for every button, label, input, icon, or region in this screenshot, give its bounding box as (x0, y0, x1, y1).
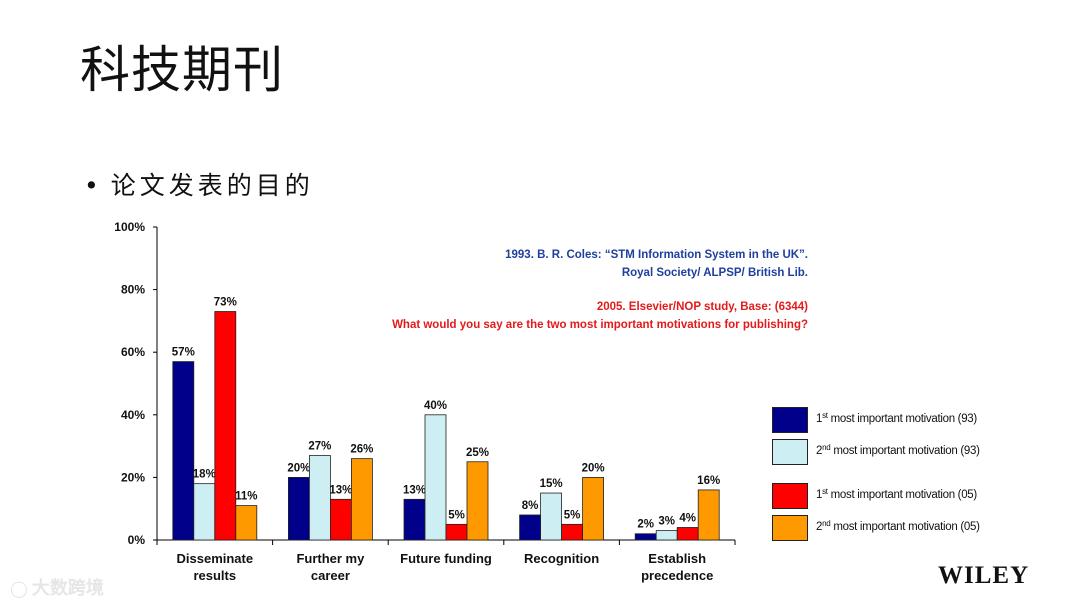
legend-label: 1st most important motivation (93) (816, 411, 977, 426)
bar (697, 489, 720, 541)
source-1993-line2: Royal Society/ ALPSP/ British Lib. (621, 267, 808, 279)
data-label: 73% (214, 297, 237, 309)
x-tick-label: career (311, 568, 350, 583)
x-tick-label: Establish (648, 551, 706, 566)
bar (424, 414, 447, 541)
bullet-dot: • (84, 171, 103, 200)
legend-swatch (772, 407, 808, 433)
bar (329, 498, 352, 541)
legend-label: 2nd most important motivation (05) (816, 519, 980, 534)
data-label: 18% (193, 469, 216, 481)
data-label: 40% (424, 400, 447, 412)
legend-swatch (772, 483, 808, 509)
legend-item: 2nd most important motivation (05) (772, 515, 1032, 541)
data-label: 57% (172, 347, 195, 359)
bar (350, 458, 373, 541)
bar (214, 311, 237, 541)
source-notes: 1993. B. R. Coles: “STM Information Syst… (392, 246, 808, 334)
data-label: 4% (679, 512, 696, 524)
bar (466, 461, 489, 541)
bar (634, 533, 657, 541)
data-label: 5% (448, 509, 465, 521)
bullet-text: 论文发表的目的 (110, 171, 314, 200)
x-tick-label: Future funding (400, 551, 492, 566)
legend-item: 1st most important motivation (05) (772, 483, 1032, 509)
bar (403, 498, 426, 541)
x-tick-label: Further my (296, 551, 365, 566)
source-1993-line1: 1993. B. R. Coles: “STM Information Syst… (505, 249, 808, 261)
bar (193, 483, 216, 541)
y-tick-label: 20% (121, 470, 145, 484)
y-tick-label: 40% (121, 408, 145, 422)
data-label: 5% (564, 509, 581, 521)
y-tick-label: 0% (128, 533, 146, 547)
data-label: 8% (522, 500, 539, 512)
bar (287, 476, 310, 541)
x-tick-label: Recognition (524, 551, 599, 566)
y-tick-label: 60% (121, 345, 145, 359)
bar (582, 476, 604, 541)
data-label: 13% (329, 484, 352, 496)
data-label: 3% (658, 516, 675, 528)
bar (676, 527, 699, 541)
data-label: 20% (582, 462, 605, 474)
x-tick-label: Disseminate (177, 551, 254, 566)
data-label: 15% (540, 478, 563, 490)
data-label: 25% (466, 447, 489, 459)
source-2005-line2: What would you say are the two most impo… (392, 319, 808, 331)
data-label: 26% (350, 444, 373, 456)
bar (561, 523, 583, 541)
bar (540, 492, 562, 541)
watermark-text: 大数跨境 (31, 578, 104, 599)
bar (445, 523, 468, 541)
data-label: 27% (308, 440, 331, 452)
legend-label: 2nd most important motivation (93) (816, 443, 980, 458)
watermark-icon: ◯ (10, 579, 28, 598)
x-tick-label: precedence (641, 568, 713, 583)
y-tick-label: 100% (114, 220, 145, 234)
data-label: 20% (287, 462, 310, 474)
publisher-logo: WILEY (938, 562, 1030, 589)
bar (308, 455, 331, 541)
data-label: 11% (235, 491, 257, 503)
slide-title: 科技期刊 (80, 41, 284, 99)
data-label: 13% (403, 484, 426, 496)
watermark: ◯ 大数跨境 (10, 574, 104, 600)
legend-item: 2nd most important motivation (93) (772, 439, 1032, 465)
data-label: 2% (637, 519, 654, 531)
bar (519, 514, 541, 541)
bar (172, 361, 195, 541)
legend-swatch (772, 439, 808, 465)
bar (235, 505, 258, 541)
bullet-point: • 论文发表的目的 (84, 166, 314, 202)
legend-swatch (772, 515, 808, 541)
source-2005-line1: 2005. Elsevier/NOP study, Base: (6344) (596, 301, 808, 313)
x-tick-label: results (193, 568, 236, 583)
data-label: 16% (697, 475, 720, 487)
y-tick-label: 80% (121, 283, 145, 297)
legend-item: 1st most important motivation (93) (772, 407, 1032, 433)
legend-label: 1st most important motivation (05) (816, 487, 977, 502)
bar (655, 530, 678, 541)
